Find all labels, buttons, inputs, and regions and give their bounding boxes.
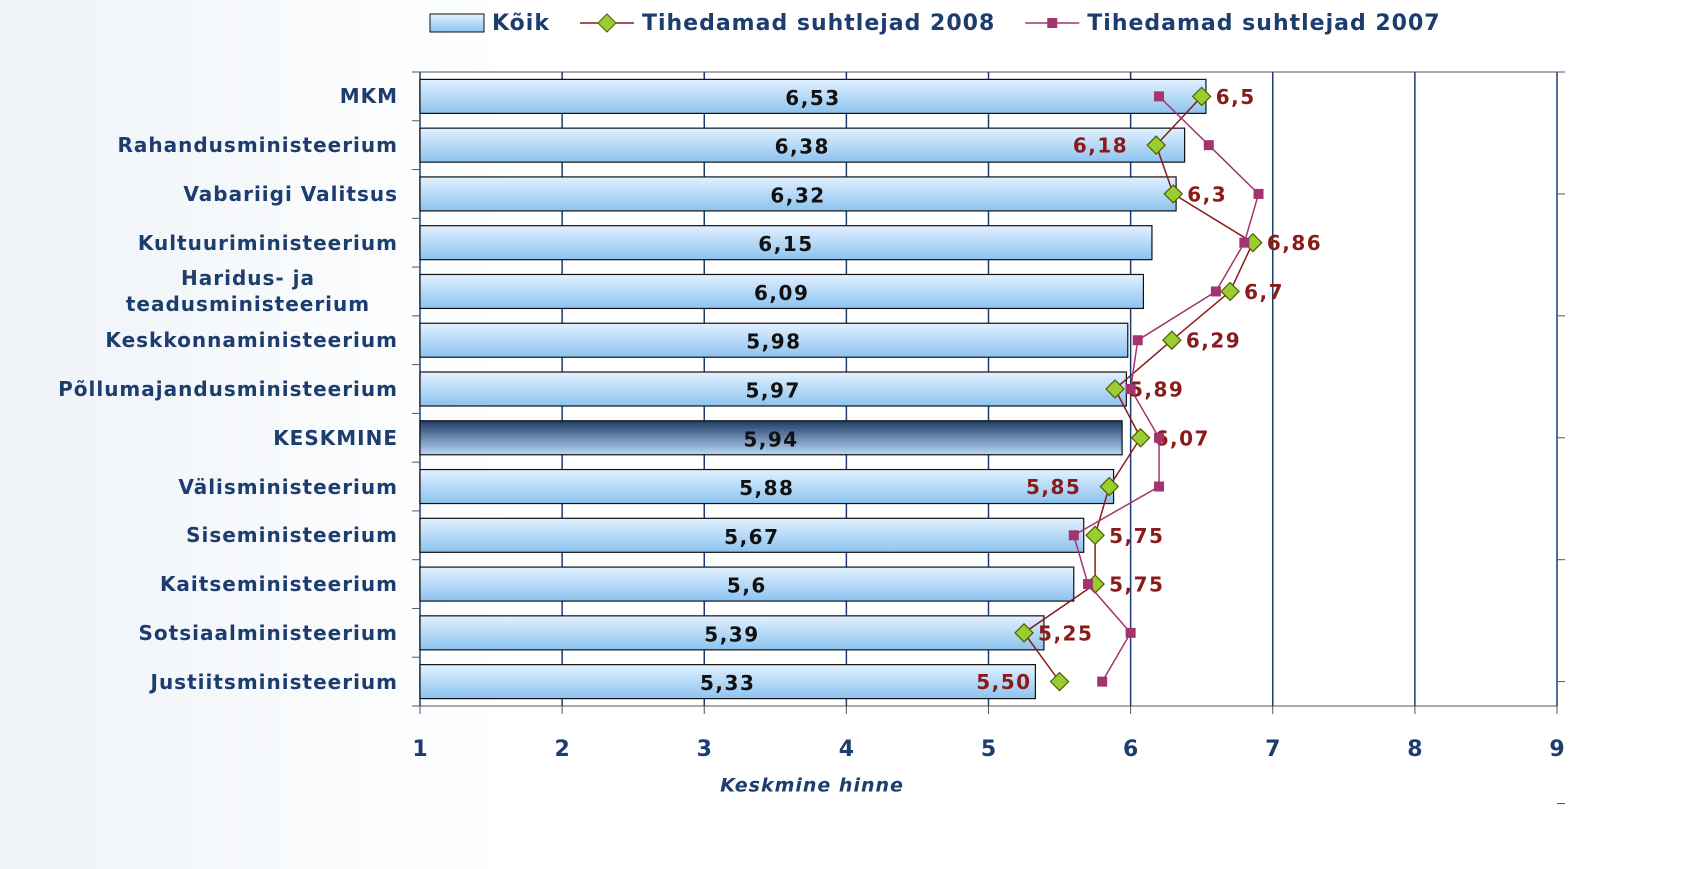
- bar: [419, 468, 1115, 505]
- line-value-label: 5,25: [1038, 621, 1093, 645]
- line-value-label: 5,75: [1109, 573, 1164, 597]
- x-tick-label: 3: [697, 737, 712, 762]
- bar-value-label: 5,94: [743, 427, 798, 451]
- bar-value-label: 6,38: [775, 135, 830, 159]
- category-label: Rahandusministeerium: [117, 133, 398, 158]
- bar: [419, 371, 1127, 407]
- bar-value-label: 5,6: [727, 574, 767, 598]
- bar-value-label: 6,32: [770, 183, 825, 207]
- line-value-label: 5,50: [976, 670, 1031, 694]
- category-label: Haridus- ja teadusministeerium: [125, 266, 371, 317]
- bar-value-label: 5,98: [746, 330, 801, 354]
- x-tick-label: 7: [1265, 737, 1280, 762]
- diamond-marker: [1049, 671, 1070, 692]
- bar: [419, 517, 1085, 553]
- square-marker: [1253, 188, 1264, 199]
- diamond-marker: [1099, 476, 1120, 497]
- diamond-marker: [1014, 622, 1034, 643]
- x-tick-label: 4: [839, 737, 854, 762]
- bar-value-label: 5,33: [700, 671, 755, 695]
- square-marker: [1154, 91, 1165, 102]
- line-value-label: 5,75: [1109, 524, 1164, 548]
- bar-value-label: 5,97: [746, 379, 801, 403]
- category-label: KESKMINE: [273, 425, 398, 450]
- category-label: Siseministeerium: [186, 523, 398, 548]
- x-tick-label: 9: [1549, 737, 1564, 762]
- diamond-marker: [1146, 135, 1167, 156]
- bar: [419, 664, 1037, 700]
- line-value-label: 5,85: [1026, 475, 1081, 499]
- diamond-marker: [1105, 379, 1125, 399]
- category-label: Vabariigi Valitsus: [183, 181, 398, 206]
- line-value-label: 6,3: [1187, 182, 1227, 206]
- bar: [419, 273, 1145, 310]
- legend-label: Tihedamad suhtlejad 2008: [642, 11, 995, 36]
- category-label: Välisministeerium: [178, 474, 398, 499]
- line-value-label: 6,29: [1186, 329, 1241, 353]
- bar-value-label: 5,67: [724, 525, 779, 549]
- category-label: Põllumajandusministeerium: [58, 377, 398, 401]
- bar: [419, 127, 1186, 163]
- square-marker: [1125, 627, 1136, 638]
- x-axis-title: Keskmine hinne: [720, 775, 904, 797]
- square-marker: [1125, 384, 1136, 394]
- square-marker: [1132, 335, 1143, 346]
- bar-value-label: 6,09: [754, 281, 809, 305]
- line-value-label: 6,7: [1244, 280, 1284, 304]
- bar: [419, 615, 1045, 651]
- bar-value-label: 6,53: [785, 86, 840, 110]
- bar: [419, 322, 1129, 358]
- bar: [419, 420, 1123, 456]
- category-label: Keskkonnaministeerium: [105, 328, 398, 353]
- square-marker: [1068, 530, 1079, 541]
- bar: [419, 225, 1153, 261]
- square-marker: [1210, 286, 1221, 297]
- diamond-marker: [1085, 525, 1105, 546]
- legend-marker: [597, 13, 617, 33]
- diamond-marker: [1191, 86, 1212, 107]
- legend-label: Kõik: [492, 11, 550, 36]
- bar-value-label: 5,88: [739, 476, 794, 500]
- square-marker: [1203, 140, 1214, 151]
- diamond-marker: [1220, 281, 1240, 302]
- bar: [419, 176, 1177, 212]
- square-marker: [1154, 432, 1165, 443]
- x-tick-label: 8: [1407, 737, 1422, 762]
- x-tick-label: 6: [1123, 737, 1138, 762]
- square-marker: [1082, 579, 1093, 590]
- line-value-label: 5,89: [1129, 378, 1184, 402]
- line-value-label: 6,18: [1073, 134, 1128, 158]
- square-marker: [1239, 237, 1250, 248]
- x-tick-label: 2: [554, 737, 569, 762]
- category-label: MKM: [339, 84, 398, 109]
- diamond-marker: [1161, 330, 1182, 351]
- line-value-label: 6,86: [1267, 231, 1322, 255]
- diamond-marker: [1130, 427, 1151, 448]
- category-label: Kaitseministeerium: [159, 572, 398, 597]
- legend-marker: [1047, 18, 1058, 28]
- category-label: Sotsiaalministeerium: [138, 620, 398, 645]
- category-label: Justiitsministeerium: [150, 669, 398, 694]
- category-label: Kultuuriministeerium: [137, 230, 398, 255]
- bar-value-label: 6,15: [758, 232, 813, 256]
- diamond-marker: [1163, 184, 1184, 204]
- x-tick-label: 1: [412, 737, 427, 762]
- line-value-label: 6,5: [1216, 85, 1256, 109]
- x-tick-label: 5: [981, 737, 996, 762]
- legend-label: Tihedamad suhtlejad 2007: [1087, 11, 1440, 36]
- square-marker: [1097, 676, 1108, 687]
- square-marker: [1154, 481, 1165, 492]
- bar-value-label: 5,39: [704, 622, 759, 646]
- legend-swatch: [429, 13, 485, 33]
- bar: [419, 78, 1207, 114]
- bar: [419, 566, 1075, 602]
